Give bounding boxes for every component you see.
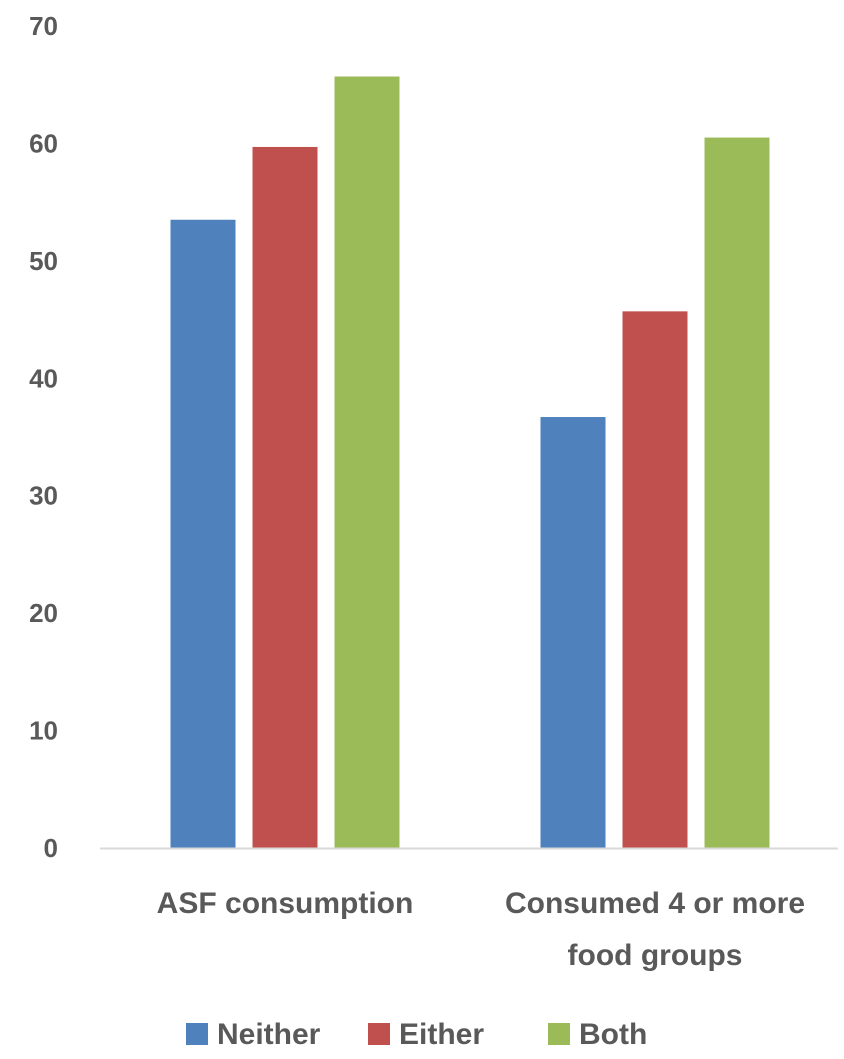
bars bbox=[170, 76, 770, 849]
category-label: ASF consumption bbox=[157, 887, 414, 920]
y-tick-label: 60 bbox=[29, 128, 58, 158]
y-tick-label: 10 bbox=[29, 716, 58, 746]
y-axis-ticks: 0 10 20 30 40 50 60 70 bbox=[29, 11, 58, 863]
category-label: food groups bbox=[568, 939, 743, 972]
legend-swatch-neither bbox=[186, 1023, 208, 1045]
legend-label-either: Either bbox=[399, 1018, 484, 1051]
y-tick-label: 30 bbox=[29, 481, 58, 511]
bar-neither bbox=[170, 219, 236, 848]
legend-label-both: Both bbox=[579, 1018, 647, 1051]
y-tick-label: 70 bbox=[29, 11, 58, 41]
category-labels: ASF consumption Consumed 4 or more food gr… bbox=[157, 887, 805, 972]
bar-either bbox=[252, 146, 318, 849]
legend-label-neither: Neither bbox=[217, 1018, 321, 1051]
category-label: Consumed 4 or more bbox=[505, 887, 805, 920]
legend: Neither Either Both bbox=[186, 1018, 647, 1051]
bar-both bbox=[704, 137, 770, 849]
legend-swatch-both bbox=[548, 1023, 570, 1045]
bar-neither bbox=[540, 417, 606, 848]
legend-swatch-either bbox=[368, 1023, 390, 1045]
bar-either bbox=[622, 311, 688, 848]
y-tick-label: 50 bbox=[29, 246, 58, 276]
y-tick-label: 40 bbox=[29, 363, 58, 393]
y-tick-label: 0 bbox=[44, 833, 58, 863]
y-tick-label: 20 bbox=[29, 598, 58, 628]
bar-both bbox=[334, 76, 400, 849]
